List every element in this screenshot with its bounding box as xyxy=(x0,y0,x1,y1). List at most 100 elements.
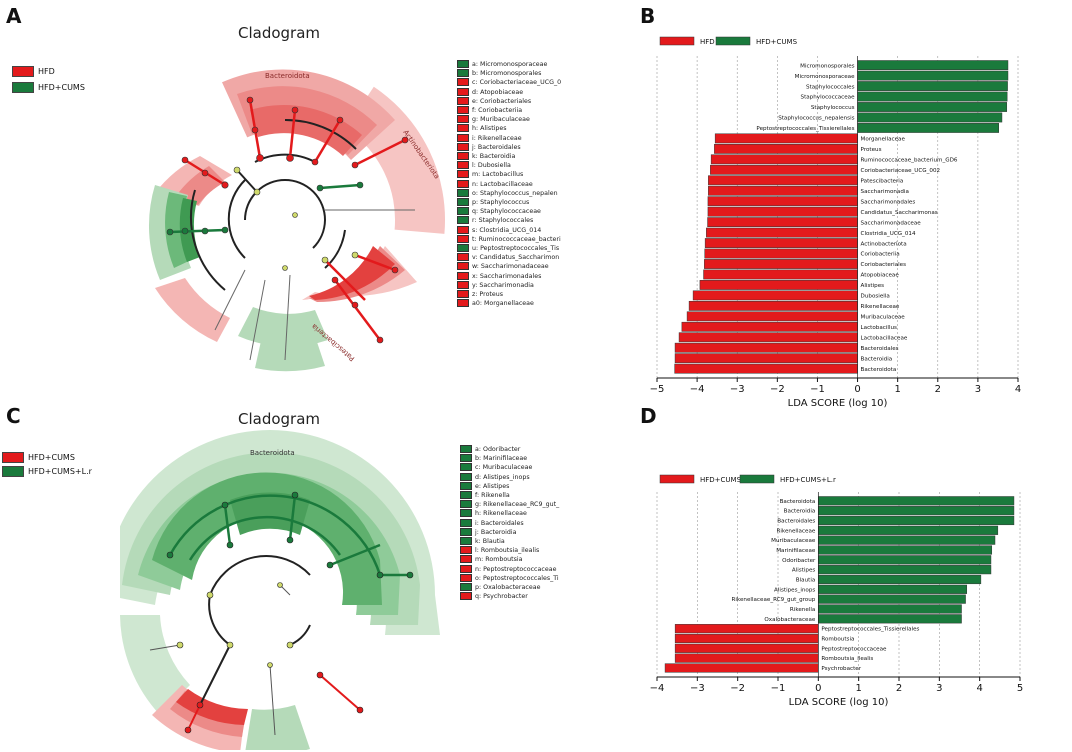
taxa-label: m: Romboutsia xyxy=(475,556,523,564)
lda-bar xyxy=(818,594,966,604)
legend-swatch-green xyxy=(2,466,24,477)
taxa-label: g: Rikenellaceae_RC9_gut_ xyxy=(475,501,560,509)
legend-swatch xyxy=(715,36,751,46)
lda-bar xyxy=(708,175,858,186)
taxa-swatch xyxy=(460,500,472,509)
taxa-swatch xyxy=(457,124,469,133)
lda-bar xyxy=(714,133,858,144)
taxa-list-item: l: Romboutsia_ilealis xyxy=(460,546,539,555)
taxa-swatch xyxy=(457,133,469,142)
taxa-swatch xyxy=(460,509,472,518)
lda-bar xyxy=(704,248,858,259)
lda-bar xyxy=(674,633,819,644)
taxa-list-item: x: Saccharimonadales xyxy=(457,271,542,281)
taxa-list-item: f: Rikenella xyxy=(460,491,510,500)
bar-label: Rikenellaceae xyxy=(776,528,815,534)
taxa-label: i: Bacteroidales xyxy=(475,519,524,527)
taxa-label: h: Rikenellaceae xyxy=(475,510,527,518)
x-tick-label: −3 xyxy=(690,683,705,694)
taxa-label: p: Oxalobacteraceae xyxy=(475,584,541,591)
taxa-swatch xyxy=(457,262,469,271)
bar-label: Marinifilaceae xyxy=(776,548,816,554)
lda-bar xyxy=(710,164,858,175)
taxa-swatch xyxy=(457,234,469,243)
x-axis-label: LDA SCORE (log 10) xyxy=(788,398,888,409)
legend-entry: HFD+CUMS xyxy=(2,452,75,463)
taxa-list-item: b: Marinifilaceae xyxy=(460,454,527,463)
taxa-list-item: c: Muribaculaceae xyxy=(460,463,532,472)
bar-label: Peptostreptococcaceae xyxy=(821,646,887,652)
taxa-label: d: Alistipes_inops xyxy=(475,473,530,481)
lda-bar xyxy=(664,663,819,673)
taxa-label: i: Rikenellaceae xyxy=(472,134,522,142)
cladogram-a-title: Cladogram xyxy=(238,24,321,42)
taxa-list-item: i: Bacteroidales xyxy=(460,518,524,528)
taxa-label: y: Saccharimonadia xyxy=(472,281,534,289)
legend-label: HFD xyxy=(38,67,55,76)
x-tick-label: 1 xyxy=(894,384,900,395)
taxa-swatch xyxy=(457,225,469,234)
taxa-swatch xyxy=(457,198,469,206)
taxa-list-item: m: Lactobacillus xyxy=(457,170,523,179)
lda-bar xyxy=(707,196,858,207)
bar-label: Alistipes_inops xyxy=(774,587,815,593)
taxa-list-item: j: Bacteroidales xyxy=(457,142,521,152)
x-tick-label: 0 xyxy=(854,384,860,395)
cladogram-c-taxa-list: a: Odoribacter b: Marinifilaceae c: Muriba… xyxy=(460,445,630,605)
cladogram-a-taxa-list: a: Micromonosporaceae b: Micromonosporale… xyxy=(457,60,627,310)
legend-swatch-green xyxy=(12,82,34,93)
taxa-swatch xyxy=(457,207,469,216)
legend-label: HFD+CUMS xyxy=(38,83,85,92)
taxa-label: q: Staphylococcaceae xyxy=(472,208,541,216)
taxa-list-item: n: Lactobacillaceae xyxy=(457,179,533,189)
x-tick-label: 5 xyxy=(1017,683,1023,694)
taxa-list-item: w: Saccharimonadaceae xyxy=(457,262,549,271)
legend-label: HFD+CUMS+L.r xyxy=(780,476,836,484)
bar-label: Peptostreptococcales_Tissierellales xyxy=(756,126,854,132)
bar-label: Rikenellaceae xyxy=(861,304,900,310)
taxa-swatch xyxy=(457,170,469,179)
lda-bar xyxy=(818,604,962,614)
bar-label: Atopobiaceae xyxy=(861,273,900,279)
taxa-label: j: Bacteroidales xyxy=(472,143,521,151)
taxa-label: v: Candidatus_Saccharimon xyxy=(472,254,560,262)
taxa-swatch xyxy=(460,555,472,564)
lda-bar xyxy=(688,300,858,311)
bar-label: Lactobacillus xyxy=(861,325,897,331)
bar-label: Saccharimonadia xyxy=(861,189,909,195)
bar-label: Coriobacteriia xyxy=(861,252,900,258)
taxa-list-item: v: Candidatus_Saccharimon xyxy=(457,253,559,262)
lda-bar xyxy=(704,259,858,269)
legend-label: HFD xyxy=(700,38,715,46)
taxa-label: j: Bacteroidia xyxy=(475,528,517,536)
taxa-swatch xyxy=(457,179,469,188)
taxa-list-item: q: Psychrobacter xyxy=(460,592,528,601)
taxa-list-item: o: Peptostreptococcales_Ti xyxy=(460,573,559,583)
taxa-label: k: Bacteroidia xyxy=(472,153,516,160)
taxa-list-item: j: Bacteroidia xyxy=(460,527,517,537)
x-tick-label: −4 xyxy=(690,384,705,395)
lda-bar xyxy=(818,545,993,555)
taxa-label: f: Rikenella xyxy=(475,492,510,499)
taxa-swatch xyxy=(460,592,472,601)
taxa-swatch xyxy=(460,518,472,527)
taxa-list-item: u: Peptostreptococcales_Tis xyxy=(457,244,559,253)
bar-label: Saccharimonadaceae xyxy=(861,220,922,226)
taxa-label: n: Lactobacillaceae xyxy=(472,180,533,188)
lda-bar xyxy=(692,290,858,301)
bar-label: Bacteroidia xyxy=(861,356,893,362)
bar-label: Romboutsia_ilealis xyxy=(821,656,873,662)
taxa-swatch xyxy=(457,78,469,87)
clade-label: Bacteroidota xyxy=(265,72,310,80)
x-tick-label: 1 xyxy=(855,683,861,694)
legend-label: HFD+CUMS xyxy=(28,453,75,462)
taxa-label: x: Saccharimonadales xyxy=(472,272,542,280)
x-tick-label: 2 xyxy=(935,384,941,395)
panel-letter-d: D xyxy=(640,404,657,428)
taxa-label: l: Dubosiella xyxy=(472,162,511,170)
lda-bar xyxy=(818,565,992,575)
taxa-label: a0: Morganellaceae xyxy=(472,300,534,308)
lda-bar xyxy=(708,185,858,196)
sector-alistipes-inops xyxy=(245,705,310,750)
taxa-swatch xyxy=(460,564,472,573)
